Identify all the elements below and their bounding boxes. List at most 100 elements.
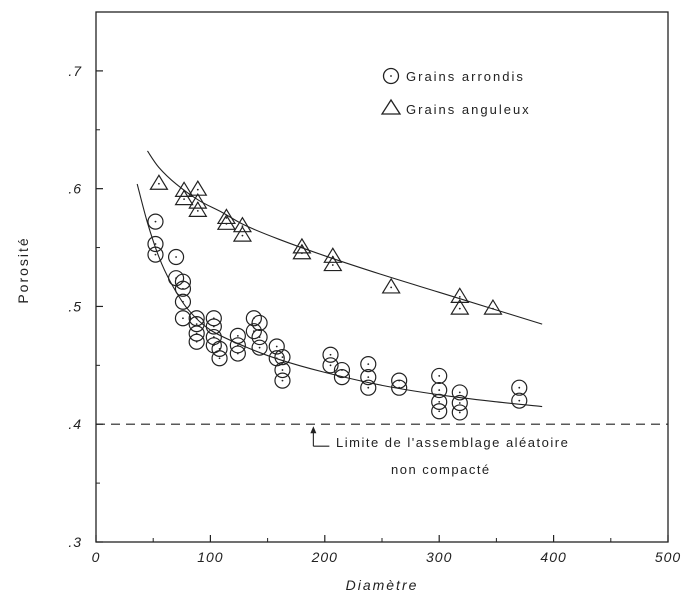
point-angular-grain [216,214,236,230]
x-tick-label: 300 [426,549,452,565]
point-rounded-center [175,256,177,258]
point-rounded-center [182,287,184,290]
legend-label-rounded: Grains arrondis [406,69,525,84]
point-rounded-grain [451,394,468,412]
point-rounded-center [367,363,370,366]
point-rounded-grain [211,350,228,367]
point-rounded-grain [360,379,377,396]
point-rounded-center [281,379,284,382]
x-tick-label: 500 [655,549,681,565]
fit-curve-angular [147,150,543,325]
point-angular-center [196,188,199,191]
reference-label-line2: non compacté [391,462,491,477]
point-angular-grain [323,255,343,272]
legend-circle-marker [382,67,400,85]
point-angular-grain [483,298,503,315]
point-angular-center [390,286,393,289]
point-angular-grain [174,189,194,206]
plot-border [95,11,669,543]
data-points [147,174,528,421]
point-rounded-center [275,345,278,348]
point-angular-grain [381,277,401,294]
legend-label-angular: Grains anguleux [406,102,531,117]
x-axis-title: Diamètre [346,577,419,593]
point-rounded-center [281,369,284,371]
point-rounded-center [154,243,157,245]
point-rounded-grain [451,384,468,401]
point-rounded-center [329,364,332,367]
y-tick-label: .4 [68,416,82,432]
point-rounded-grain [511,392,528,409]
point-rounded-grain [360,369,377,386]
point-rounded-grain [174,293,192,310]
point-rounded-center [236,352,239,355]
legend: Grains arrondis Grains anguleux [380,67,531,117]
point-rounded-center [154,253,157,256]
point-rounded-center [341,376,343,379]
point-angular-center [458,295,461,298]
point-rounded-center [458,391,461,394]
y-axis-title: Porosité [15,236,31,303]
point-rounded-grain [245,323,262,340]
point-rounded-grain [174,280,192,297]
point-rounded-center [195,323,198,326]
point-rounded-grain [274,348,291,366]
point-rounded-center [281,356,284,358]
legend-triangle-marker [380,98,402,115]
point-rounded-center [458,402,461,404]
point-rounded-center [458,411,461,414]
point-rounded-grain [274,372,291,389]
point-rounded-center [438,389,441,391]
point-angular-grain [323,247,343,263]
point-rounded-center [398,386,401,389]
point-rounded-grain [391,379,408,396]
point-angular-center [458,307,461,310]
point-rounded-grain [322,357,339,374]
point-rounded-grain [147,246,164,263]
point-rounded-grain [188,333,205,350]
point-rounded-grain [451,404,468,421]
point-angular-grain [450,287,470,303]
point-rounded-grain [188,316,205,333]
point-rounded-grain [431,381,448,399]
y-tick-label: .3 [68,534,82,550]
point-angular-center [225,217,228,219]
point-rounded-grain [147,235,164,253]
point-rounded-grain [167,248,185,266]
point-angular-grain [232,216,252,233]
point-rounded-grain [251,339,268,356]
point-rounded-center [195,317,198,320]
point-rounded-center [154,220,157,223]
point-rounded-grain [251,328,268,346]
point-rounded-center [258,322,261,324]
point-rounded-grain [251,314,268,332]
reference-arrow-head [310,426,317,434]
point-angular-center [492,307,494,310]
point-angular-grain [232,225,252,242]
point-rounded-center [367,376,370,379]
x-tick-label: 0 [92,549,101,565]
point-rounded-grain [211,340,228,357]
point-angular-grain [450,298,470,315]
fit-curve-rounded [136,183,543,408]
point-rounded-grain [245,310,262,327]
point-angular-center [158,182,160,185]
point-rounded-center [195,340,198,343]
point-rounded-grain [431,393,448,410]
point-rounded-grain [333,369,351,386]
point-rounded-center [518,399,521,402]
point-rounded-grain [322,346,339,363]
point-angular-center [225,222,228,225]
point-rounded-center [212,325,215,328]
point-rounded-grain [511,379,528,396]
point-angular-center [331,264,334,266]
point-rounded-center [275,357,278,360]
point-rounded-center [182,317,184,320]
point-rounded-grain [229,327,246,344]
point-rounded-center [438,400,441,403]
point-angular-center [301,252,303,255]
y-tick-label: .6 [68,181,82,197]
point-rounded-center [182,300,184,303]
point-rounded-grain [174,310,192,327]
